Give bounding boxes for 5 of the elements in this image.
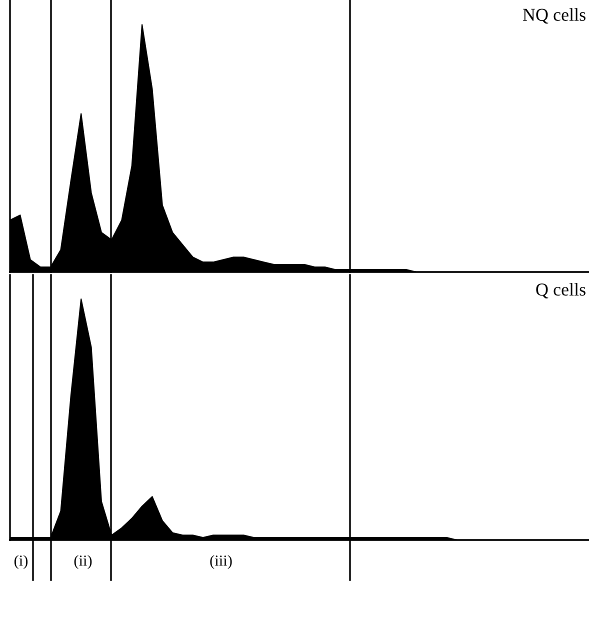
chart-title: NQ cells bbox=[522, 8, 586, 24]
text: (iii) bbox=[210, 555, 232, 569]
text: (ii) bbox=[74, 555, 92, 569]
chart-title: Q cells bbox=[536, 282, 586, 298]
text: (i) bbox=[14, 555, 28, 569]
